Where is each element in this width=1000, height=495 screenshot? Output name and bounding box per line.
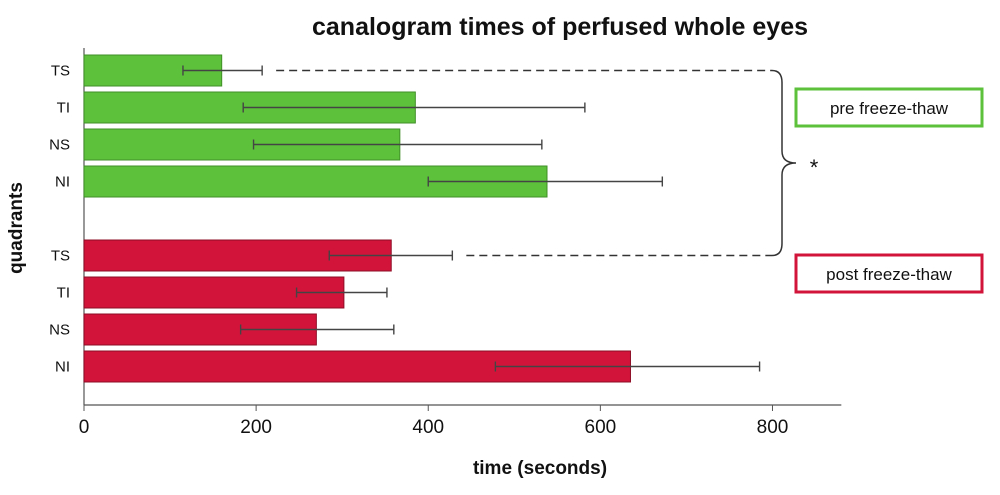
category-label: TS	[51, 248, 70, 265]
category-label: NI	[55, 174, 70, 191]
significance-marker: *	[810, 155, 819, 180]
legend: pre freeze-thaw post freeze-thaw	[794, 87, 984, 294]
category-label: TS	[51, 63, 70, 80]
x-tick-label: 0	[79, 417, 90, 438]
y-axis-label: quadrants	[6, 182, 27, 274]
x-tick-label: 200	[240, 417, 272, 438]
chart-title: canalogram times of perfused whole eyes	[312, 13, 808, 41]
legend-label: pre freeze-thaw	[830, 99, 949, 118]
x-tick-label: 400	[412, 417, 444, 438]
category-label: TI	[57, 100, 70, 117]
category-label: NS	[49, 137, 70, 154]
legend-box	[794, 87, 984, 128]
category-label: NS	[49, 322, 70, 339]
significance-bracket	[771, 69, 797, 257]
legend-box	[794, 253, 984, 294]
x-tick-label: 800	[757, 417, 789, 438]
x-tick-label: 600	[585, 417, 617, 438]
category-label: TI	[57, 285, 70, 302]
plot-area: 0 200 400 600 800 TS TI NS NI TS TI NS NI *	[49, 48, 842, 438]
x-axis-label: time (seconds)	[473, 458, 607, 479]
legend-label: post freeze-thaw	[826, 265, 952, 284]
category-label: NI	[55, 359, 70, 376]
